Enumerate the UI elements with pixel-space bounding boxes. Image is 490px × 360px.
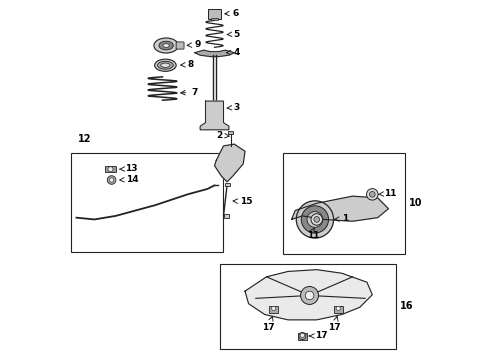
Circle shape [296, 201, 334, 238]
Text: 10: 10 [409, 198, 422, 208]
Text: 4: 4 [226, 48, 240, 57]
Text: 6: 6 [225, 9, 239, 18]
Bar [298, 333, 307, 339]
Text: 11: 11 [378, 189, 396, 198]
Text: 3: 3 [227, 103, 240, 112]
Bar [334, 306, 343, 313]
Bar [105, 166, 116, 172]
Circle shape [271, 306, 276, 311]
Polygon shape [195, 50, 234, 57]
Text: 15: 15 [233, 197, 252, 206]
Bar [71, 153, 223, 252]
Text: 13: 13 [119, 165, 137, 174]
Circle shape [107, 176, 116, 184]
Text: 9: 9 [187, 40, 200, 49]
Polygon shape [292, 196, 389, 221]
Ellipse shape [155, 59, 176, 71]
Circle shape [369, 192, 375, 197]
Circle shape [336, 306, 341, 311]
Ellipse shape [163, 44, 170, 47]
Text: 17: 17 [309, 332, 327, 341]
Text: 1: 1 [335, 214, 348, 223]
Text: 5: 5 [227, 30, 240, 39]
Text: 8: 8 [181, 60, 194, 69]
Text: 2: 2 [217, 131, 229, 140]
Text: 17: 17 [262, 316, 274, 332]
Bar [225, 183, 230, 186]
Text: 16: 16 [400, 301, 414, 311]
Bar [220, 264, 395, 348]
Circle shape [305, 291, 314, 300]
Bar [211, 18, 218, 21]
Circle shape [314, 217, 319, 222]
Circle shape [367, 189, 378, 200]
Text: 11: 11 [307, 231, 319, 240]
Polygon shape [245, 270, 372, 320]
Ellipse shape [161, 63, 170, 67]
Bar [269, 306, 278, 313]
Text: 12: 12 [78, 134, 92, 144]
Polygon shape [215, 144, 245, 182]
Circle shape [312, 217, 318, 222]
Text: 14: 14 [120, 175, 139, 184]
Circle shape [109, 178, 114, 182]
Bar [228, 131, 233, 134]
Ellipse shape [157, 61, 173, 69]
Ellipse shape [154, 38, 178, 53]
Circle shape [307, 212, 323, 227]
Circle shape [299, 332, 306, 339]
Text: 17: 17 [328, 316, 340, 332]
Circle shape [300, 333, 304, 337]
Circle shape [301, 206, 329, 233]
Circle shape [300, 287, 318, 305]
Bar [224, 214, 229, 218]
Circle shape [108, 167, 113, 172]
Polygon shape [200, 101, 229, 130]
Bar [283, 153, 405, 253]
FancyBboxPatch shape [176, 42, 184, 49]
Text: 7: 7 [181, 88, 197, 97]
Ellipse shape [159, 41, 173, 50]
Circle shape [311, 214, 322, 225]
Bar [208, 9, 221, 19]
